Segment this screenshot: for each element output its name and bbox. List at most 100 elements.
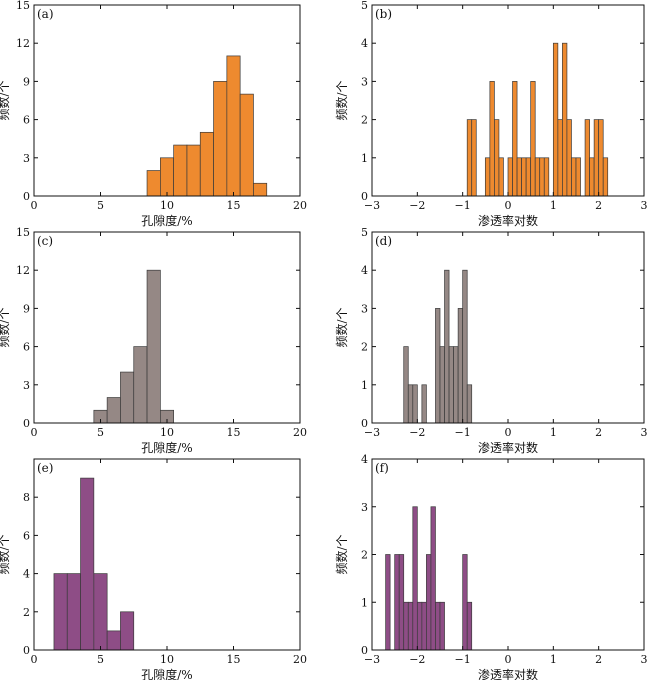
y-tick-label: 5: [361, 0, 368, 12]
y-tick-label: 2: [23, 606, 30, 619]
x-tick-label: 0: [31, 199, 38, 212]
x-axis-label: 孔隙度/%: [141, 213, 192, 228]
panel-label: (b): [375, 7, 392, 21]
y-tick-label: 0: [23, 417, 30, 430]
x-tick-label: 15: [227, 426, 241, 439]
panel-f: −3 −2 −1 0 1 2 3 0 1 2 3 4 (f) 渗透率对数 频数/个: [334, 453, 648, 682]
x-tick-label: −2: [409, 199, 425, 212]
y-tick-label: 1: [361, 152, 368, 165]
x-axis-label: 渗透率对数: [478, 213, 538, 228]
histogram-bar: [435, 308, 441, 424]
histogram-bar: [106, 630, 121, 651]
histogram-bar: [412, 506, 418, 651]
histogram-bar: [416, 601, 423, 651]
x-tick-label: 0: [505, 199, 512, 212]
histogram-bar: [512, 81, 518, 197]
histogram-bar: [398, 554, 405, 651]
x-tick-label: 0: [505, 653, 512, 666]
x-tick-label: 0: [31, 653, 38, 666]
histogram-bar: [403, 346, 409, 424]
x-tick-label: −1: [455, 426, 471, 439]
histogram-bar: [226, 55, 241, 197]
histogram-bar: [146, 170, 161, 197]
y-axis-label: 频数/个: [334, 307, 349, 347]
histogram-bar: [525, 157, 532, 197]
y-tick-label: 0: [361, 190, 368, 203]
histogram-bar: [557, 119, 563, 197]
y-tick-label: 1: [361, 596, 368, 609]
histogram-bar: [173, 144, 188, 197]
y-tick-label: 4: [23, 568, 30, 581]
y-tick-label: 0: [23, 190, 30, 203]
x-tick-label: 2: [595, 653, 602, 666]
histogram-bar: [213, 81, 228, 197]
histogram-bar: [239, 93, 254, 197]
histogram-bar: [584, 119, 590, 197]
histogram-bar: [120, 371, 135, 424]
panel-e: 0 5 10 15 20 0 2 4 6 8 (e) 孔隙度/% 频数/个: [0, 458, 307, 682]
histogram-bar: [430, 506, 436, 651]
histogram-bar: [466, 119, 473, 197]
histogram-bar: [507, 157, 513, 197]
histogram-bar: [186, 144, 201, 197]
histogram-bar: [426, 554, 432, 651]
y-tick-label: 3: [361, 302, 368, 315]
panel-label: (e): [37, 461, 53, 475]
histogram-bar: [462, 269, 468, 424]
y-axis-label: 频数/个: [0, 80, 11, 120]
x-tick-label: 5: [97, 653, 104, 666]
x-tick-label: −2: [409, 653, 425, 666]
y-tick-label: 3: [23, 379, 30, 392]
histogram-bar: [602, 157, 609, 197]
x-tick-label: −3: [364, 426, 380, 439]
histogram-bar: [494, 119, 500, 197]
x-tick-label: 0: [31, 426, 38, 439]
panel-d: −3 −2 −1 0 1 2 3 0 1 2 3 4 5 (d) 渗透率对数 频数/个: [334, 226, 648, 455]
x-tick-label: −3: [364, 199, 380, 212]
histogram-bar: [133, 346, 148, 424]
histogram-bar: [543, 157, 550, 197]
x-tick-label: 2: [595, 199, 602, 212]
x-tick-label: 3: [641, 199, 648, 212]
y-tick-label: 8: [23, 491, 30, 504]
x-axis-label: 渗透率对数: [478, 440, 538, 455]
panel-label: (c): [37, 234, 53, 248]
panel-b: −3 −2 −1 0 1 2 3 0 1 2 3 4 5 (b) 渗透率对数 频数/个: [334, 0, 648, 228]
x-tick-label: 1: [550, 426, 557, 439]
y-axis-label: 频数/个: [334, 80, 349, 120]
histogram-bar: [146, 269, 161, 424]
histogram-bar: [421, 601, 427, 651]
x-tick-label: 5: [97, 199, 104, 212]
x-tick-label: −3: [364, 653, 380, 666]
y-tick-label: 6: [23, 114, 30, 127]
histogram-bar: [471, 119, 477, 197]
histogram-bar: [421, 384, 427, 424]
y-tick-label: 12: [16, 37, 30, 50]
x-tick-label: 10: [160, 653, 174, 666]
x-tick-label: 5: [97, 426, 104, 439]
histogram-bar: [385, 554, 391, 651]
x-axis-label: 渗透率对数: [478, 667, 538, 680]
histogram-bar: [407, 601, 414, 651]
y-tick-label: 1: [361, 379, 368, 392]
histogram-bar: [484, 157, 491, 197]
x-tick-label: 3: [641, 426, 648, 439]
histogram-bar: [530, 81, 536, 197]
histogram-bar: [106, 397, 121, 424]
x-axis-label: 孔隙度/%: [141, 667, 192, 680]
histogram-bar: [199, 131, 214, 197]
y-tick-label: 4: [361, 453, 368, 466]
histogram-bar: [93, 573, 108, 651]
histogram-bar: [403, 601, 409, 651]
x-tick-label: 2: [595, 426, 602, 439]
histogram-bar: [439, 346, 445, 424]
x-tick-label: 10: [160, 426, 174, 439]
y-tick-label: 15: [16, 0, 30, 12]
y-tick-label: 3: [23, 152, 30, 165]
histogram-bar: [598, 119, 604, 197]
histogram-bar: [521, 157, 527, 197]
x-tick-label: 3: [641, 653, 648, 666]
panel-label: (d): [375, 234, 392, 248]
